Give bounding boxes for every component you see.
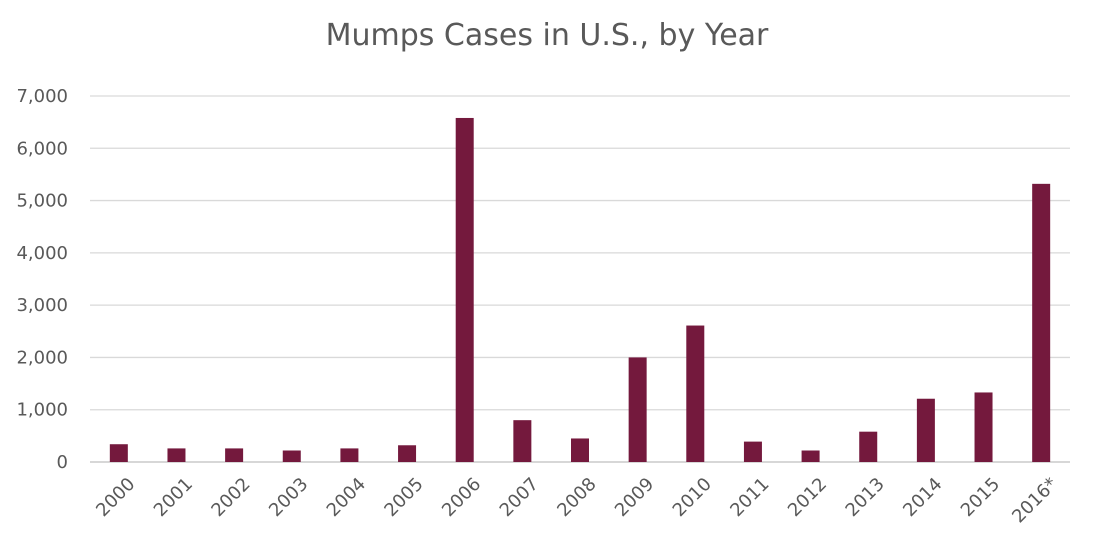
x-tick-label: 2000 [92, 474, 139, 521]
bar-2000 [109, 444, 128, 462]
y-tick-label: 2,000 [16, 347, 68, 368]
x-tick-label: 2008 [553, 474, 600, 521]
bar-2010 [686, 325, 705, 462]
bar-2013 [859, 431, 878, 462]
chart-title: Mumps Cases in U.S., by Year [325, 18, 769, 53]
x-tick-label: 2009 [611, 474, 658, 521]
y-tick-label: 3,000 [16, 295, 68, 316]
x-tick-label: 2006 [438, 474, 485, 521]
x-tick-label: 2016* [1008, 474, 1062, 528]
x-tick-label: 2004 [323, 474, 370, 521]
bar-2015 [974, 392, 993, 462]
bar-2009 [628, 357, 647, 462]
x-tick-label: 2007 [496, 474, 543, 521]
bar-2016star [1032, 183, 1051, 462]
y-tick-label: 6,000 [16, 138, 68, 159]
bar-2011 [743, 441, 762, 462]
bar-2014 [916, 398, 935, 462]
x-tick-label: 2011 [726, 474, 773, 521]
x-tick-label: 2012 [784, 474, 831, 521]
x-axis-ticks: 2000 2001 2002 2003 2004 2005 2006 2007 2008 2009… [92, 474, 1062, 528]
y-tick-label: 0 [57, 452, 68, 473]
gridlines [90, 95, 1070, 463]
bar-2003 [282, 450, 301, 462]
bar-2001 [167, 448, 186, 462]
x-tick-label: 2013 [842, 474, 889, 521]
y-axis-ticks: 0 1,000 2,000 3,000 4,000 5,000 6,000 7,000 [16, 86, 68, 473]
bars [109, 117, 1051, 463]
bar-2006 [455, 117, 474, 463]
x-tick-label: 2015 [957, 474, 1004, 521]
bar-2002 [225, 448, 244, 462]
y-tick-label: 5,000 [16, 191, 68, 212]
y-tick-label: 7,000 [16, 86, 68, 107]
y-tick-label: 4,000 [16, 243, 68, 264]
x-tick-label: 2005 [380, 474, 427, 521]
bar-2012 [801, 450, 820, 462]
bar-2008 [571, 438, 589, 462]
x-tick-label: 2001 [150, 474, 197, 521]
bar-2007 [513, 420, 532, 462]
x-tick-label: 2002 [207, 474, 254, 521]
x-tick-label: 2003 [265, 474, 312, 521]
x-tick-label: 2010 [669, 474, 716, 521]
bar-2005 [398, 445, 417, 462]
bar-2004 [340, 448, 359, 462]
x-tick-label: 2014 [899, 474, 946, 521]
y-tick-label: 1,000 [16, 400, 68, 421]
